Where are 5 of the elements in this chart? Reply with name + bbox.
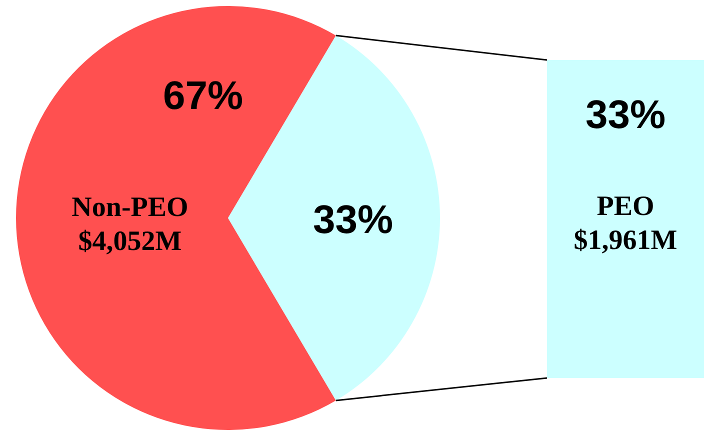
slice-label: PEO $1,961M	[574, 190, 678, 256]
data-label: 67%	[162, 74, 244, 118]
text: 33%	[585, 93, 666, 137]
data-label: 33%	[312, 198, 394, 242]
slice-label: Non-PEO $4,052M	[72, 192, 188, 256]
